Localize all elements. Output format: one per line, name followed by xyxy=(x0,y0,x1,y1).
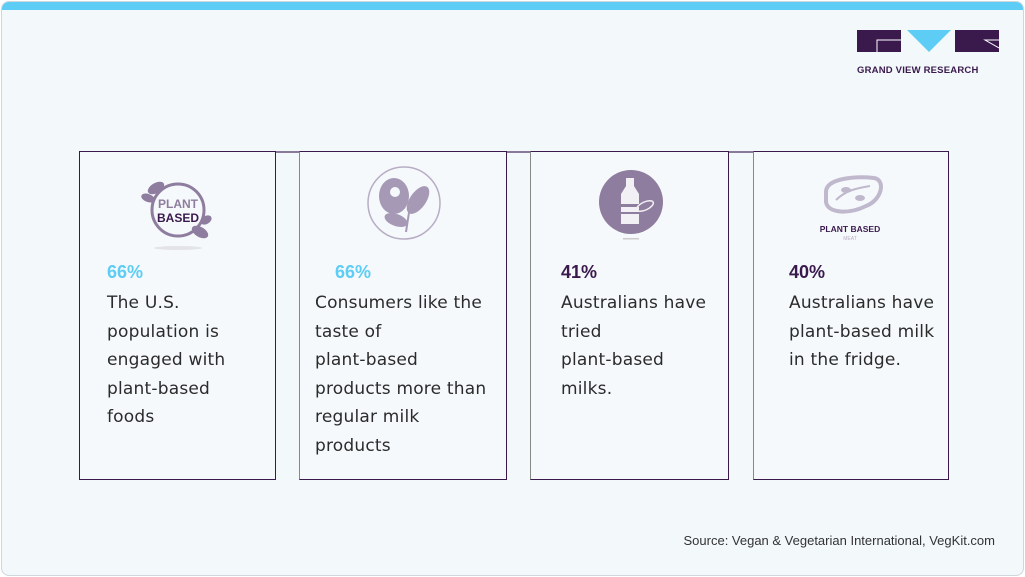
svg-text:BASED: BASED xyxy=(157,211,199,225)
plant-based-badge-icon: PLANT BASED xyxy=(141,181,212,250)
svg-text:MEAT: MEAT xyxy=(843,236,857,242)
stat-description: Australians have plant-based milk in the… xyxy=(789,289,934,375)
plant-based-meat-icon: PLANT BASED MEAT xyxy=(820,175,883,242)
stat-value: 66% xyxy=(107,262,144,282)
description-line: products more than xyxy=(315,378,487,399)
stat-card-1: PLANT BASED 66% The U.S. population is e… xyxy=(79,151,276,480)
stat-value: 41% xyxy=(561,262,598,282)
logo-text: GRAND VIEW RESEARCH xyxy=(857,65,979,76)
description-line: Australians have xyxy=(789,293,935,313)
description-line: in the fridge. xyxy=(789,350,902,370)
description-line: population is xyxy=(107,321,220,342)
svg-text:PLANT: PLANT xyxy=(158,197,199,211)
description-line: plant-based milk xyxy=(789,321,935,342)
meat-leaf-icon xyxy=(367,166,441,240)
description-line: tried xyxy=(561,321,602,342)
milk-bottle-icon xyxy=(599,170,663,240)
stat-card-2: 66% Consumers like the taste of plant-ba… xyxy=(299,151,507,480)
stat-description: Australians have tried plant-based milks… xyxy=(561,289,706,403)
description-line: milks. xyxy=(561,378,613,399)
description-line: The U.S. xyxy=(107,293,180,313)
description-line: Consumers like the xyxy=(315,293,482,313)
stat-card-3: 41% Australians have tried plant-based m… xyxy=(530,151,729,480)
top-accent-bar xyxy=(2,2,1023,10)
stat-card-4: PLANT BASED MEAT 40% Australians have pl… xyxy=(753,151,949,480)
card-spacer xyxy=(728,151,754,480)
description-line: products xyxy=(315,435,391,456)
stat-description: Consumers like the taste of plant-based … xyxy=(315,289,486,460)
stat-value: 66% xyxy=(335,262,372,282)
grand-view-research-logo: GRAND VIEW RESEARCH xyxy=(857,30,1000,76)
gvr-logo-icon xyxy=(857,30,1000,52)
description-line: plant-based xyxy=(315,350,419,370)
description-line: taste of xyxy=(315,321,382,342)
card-spacer xyxy=(506,151,531,480)
description-line: plant-based xyxy=(561,350,665,370)
description-line: plant-based xyxy=(107,378,211,399)
svg-text:PLANT BASED: PLANT BASED xyxy=(820,224,880,234)
description-line: engaged with xyxy=(107,350,226,370)
description-line: Australians have xyxy=(561,293,707,313)
source-note: Source: Vegan & Vegetarian International… xyxy=(683,533,996,548)
stat-description: The U.S. population is engaged with plan… xyxy=(107,289,225,432)
description-line: regular milk xyxy=(315,407,420,427)
description-line: foods xyxy=(107,407,155,427)
stat-value: 40% xyxy=(789,262,826,282)
card-spacer xyxy=(275,151,300,480)
